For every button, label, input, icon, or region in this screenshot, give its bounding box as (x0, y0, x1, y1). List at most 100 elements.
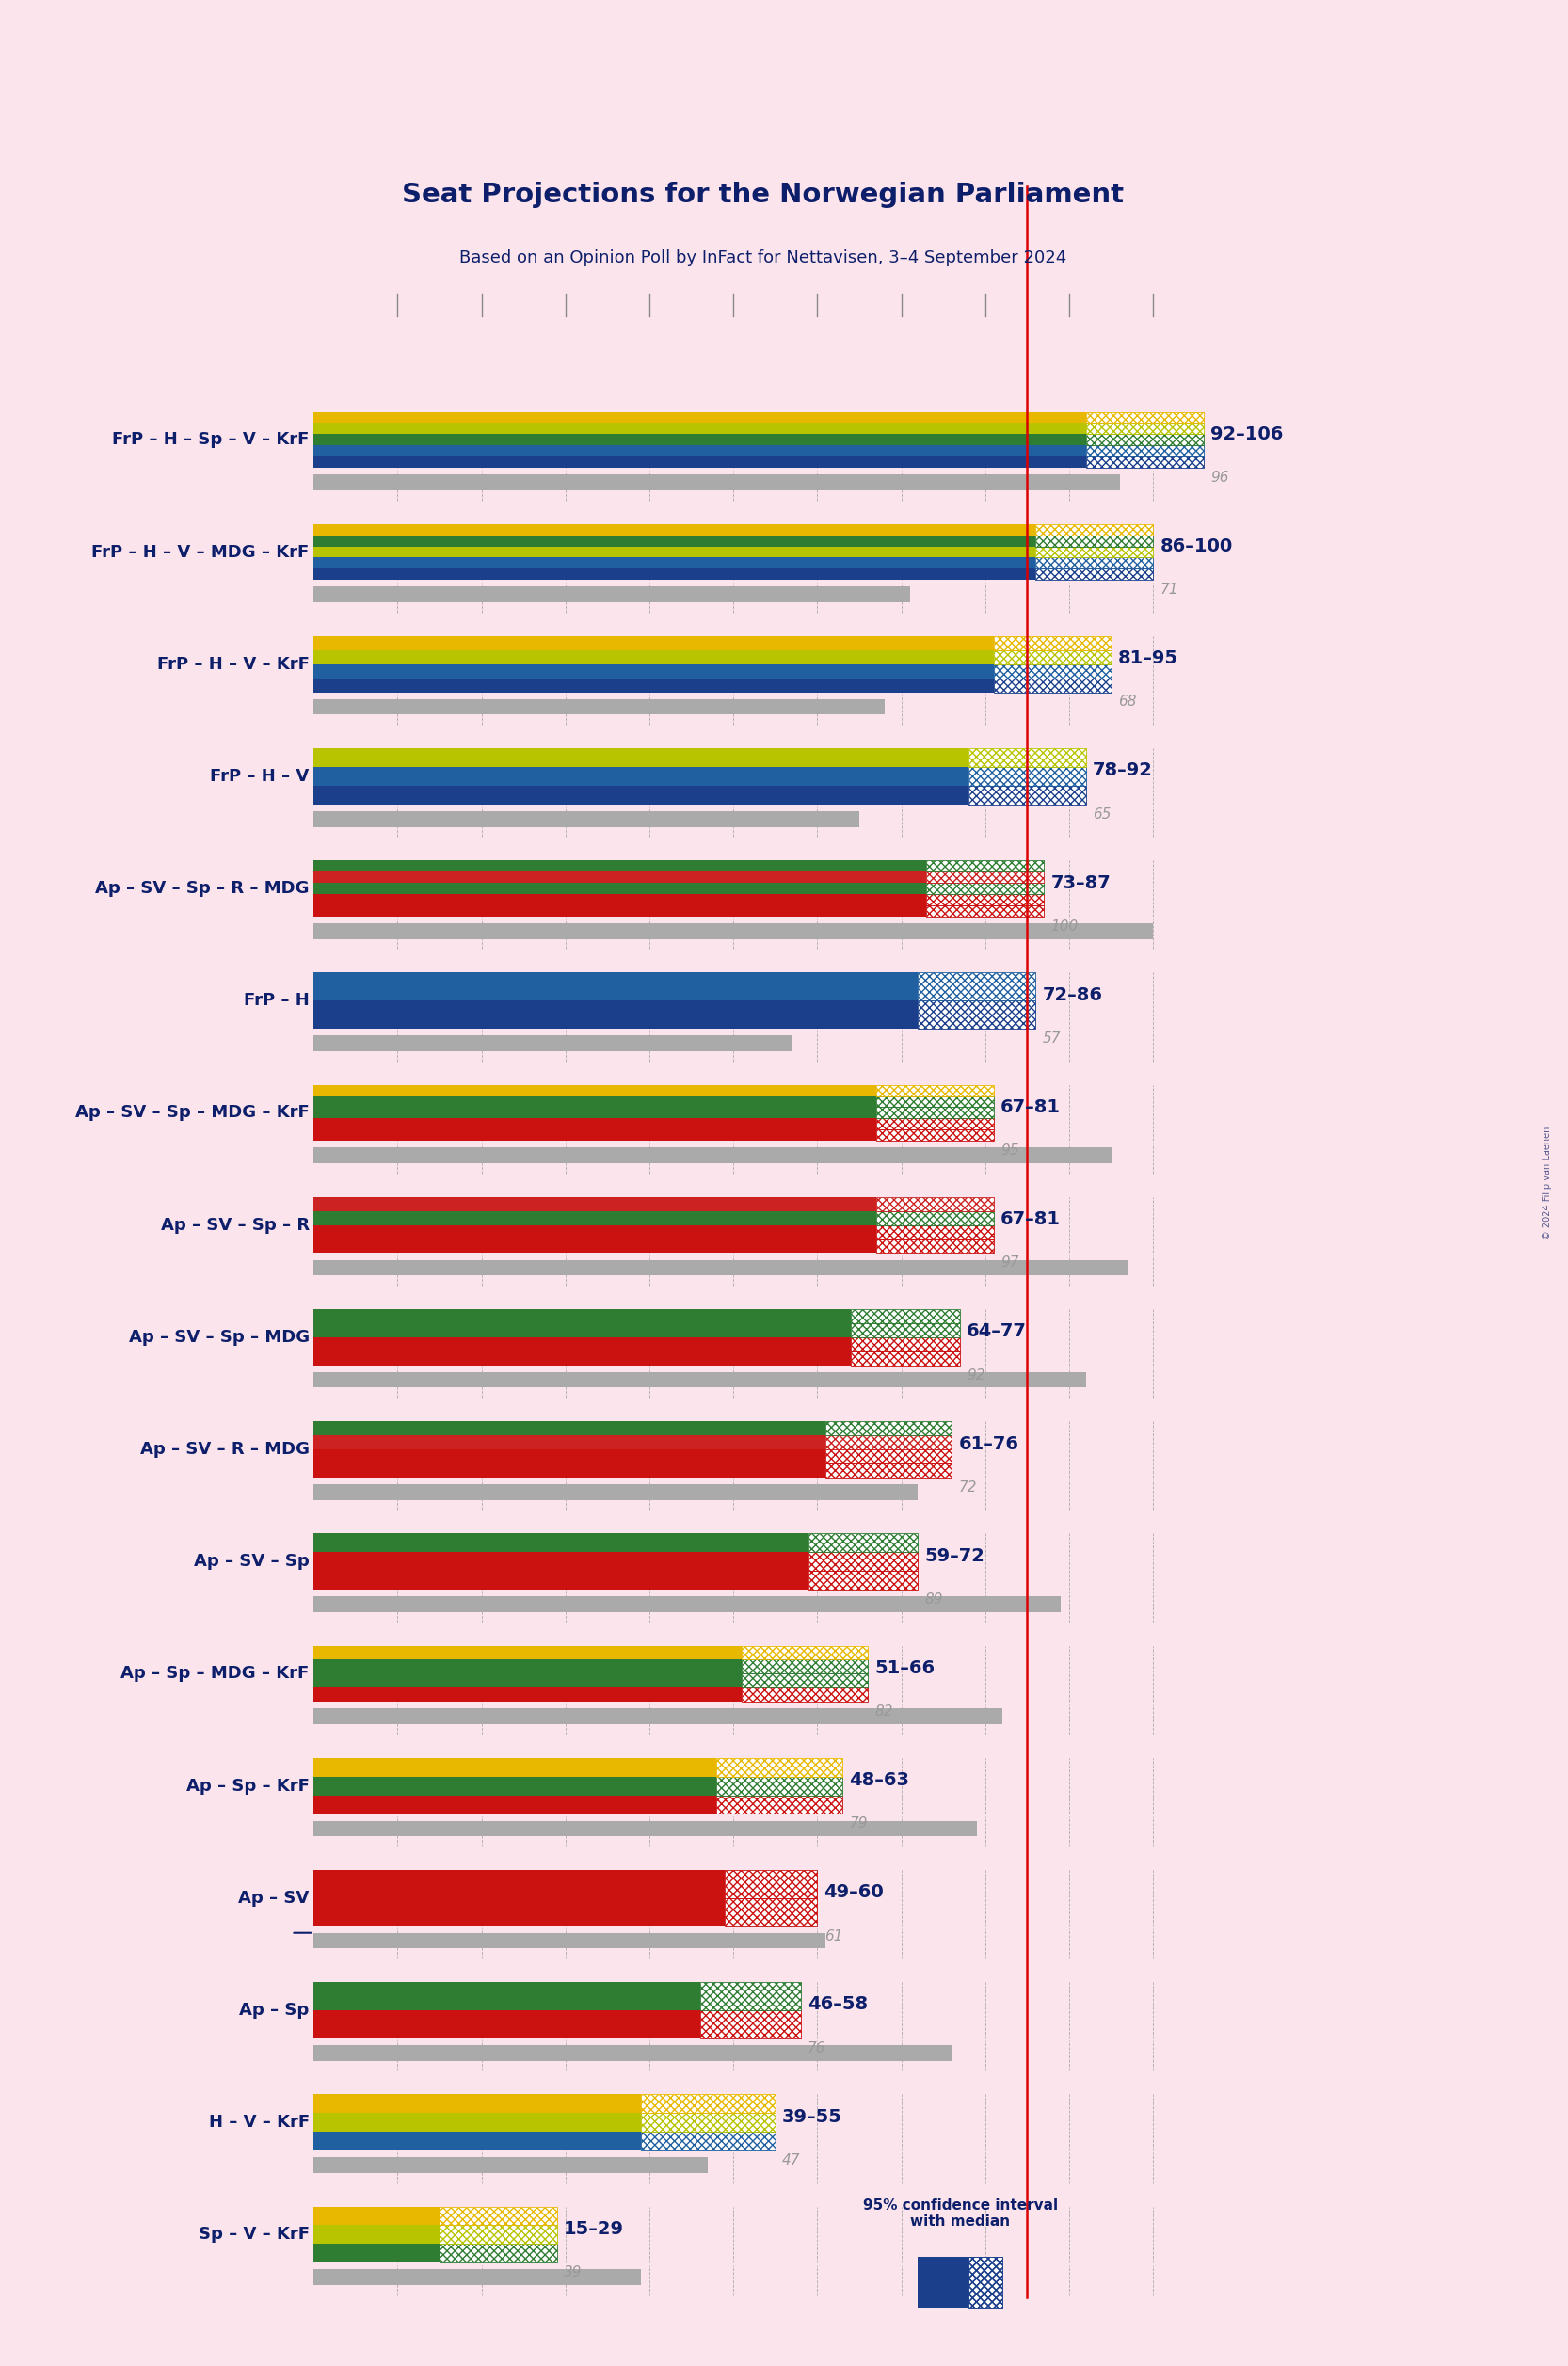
Bar (314, 1001, 919, 1029)
Bar (314, 1259, 1127, 1275)
Bar (314, 812, 859, 826)
Bar (699, 2011, 801, 2037)
Bar (877, 1084, 994, 1095)
Text: FrP – H – V: FrP – H – V (210, 769, 309, 786)
Bar (742, 1687, 867, 1701)
Text: Ap – SV – Sp – MDG: Ap – SV – Sp – MDG (129, 1330, 309, 1346)
Bar (851, 1351, 960, 1365)
Bar (742, 1659, 867, 1673)
Bar (641, 2132, 775, 2151)
Bar (1035, 535, 1152, 547)
Bar (641, 2132, 775, 2151)
Text: H – V – KrF: H – V – KrF (209, 2113, 309, 2132)
Bar (877, 1129, 994, 1140)
Bar (809, 1571, 919, 1590)
Bar (927, 871, 1044, 883)
Bar (742, 1673, 867, 1687)
Bar (969, 767, 1087, 786)
Bar (314, 1533, 809, 1552)
Text: 71: 71 (1160, 582, 1178, 596)
Bar (851, 1308, 960, 1365)
Text: 65: 65 (1093, 807, 1112, 821)
Bar (809, 1533, 919, 1552)
Bar (314, 883, 927, 894)
Bar (877, 1240, 994, 1254)
Bar (314, 547, 1035, 558)
Bar (927, 894, 1044, 906)
Bar (994, 636, 1112, 651)
Text: 76: 76 (808, 2042, 826, 2056)
Bar (994, 651, 1112, 665)
Bar (314, 1822, 977, 1836)
Bar (969, 748, 1087, 767)
Text: Ap – SV – Sp: Ap – SV – Sp (194, 1552, 309, 1571)
Bar (314, 2113, 641, 2132)
Bar (994, 665, 1112, 679)
Bar (314, 2269, 641, 2286)
Bar (439, 2207, 557, 2262)
Bar (809, 1552, 919, 1571)
Bar (314, 636, 994, 651)
Text: Ap – Sp – MDG – KrF: Ap – Sp – MDG – KrF (121, 1666, 309, 1682)
Text: 61: 61 (825, 1928, 842, 1942)
Bar (314, 1552, 809, 1571)
Bar (1087, 424, 1204, 435)
Bar (826, 1436, 952, 1450)
Bar (314, 1211, 877, 1226)
Bar (877, 1211, 994, 1226)
Bar (927, 906, 1044, 916)
Bar (709, 2158, 1254, 2172)
Bar (877, 1107, 994, 1119)
Bar (1087, 457, 1204, 468)
Text: 15–29: 15–29 (564, 2219, 624, 2238)
Bar (314, 1337, 851, 1351)
Bar (717, 1758, 842, 1777)
Bar (1087, 435, 1204, 445)
Bar (699, 1983, 801, 2011)
Bar (919, 2340, 1002, 2364)
Bar (969, 767, 1087, 786)
Bar (877, 1107, 994, 1119)
Bar (877, 1197, 994, 1254)
Bar (314, 435, 1087, 445)
Bar (927, 871, 1044, 883)
Bar (314, 1659, 742, 1673)
Bar (919, 2257, 1002, 2307)
Bar (641, 2094, 775, 2151)
Bar (969, 748, 1087, 767)
Bar (1035, 547, 1152, 558)
Bar (1120, 476, 1254, 490)
Bar (851, 1308, 960, 1323)
Bar (439, 2207, 557, 2224)
Bar (314, 1372, 1087, 1389)
Bar (314, 1148, 1112, 1164)
Bar (314, 1758, 717, 1777)
Bar (314, 1933, 826, 1950)
Bar (724, 1869, 817, 1926)
Bar (1035, 523, 1152, 580)
Bar (1035, 568, 1152, 580)
Bar (1035, 568, 1152, 580)
Bar (977, 1822, 1254, 1836)
Bar (314, 523, 1035, 535)
Bar (742, 1647, 867, 1659)
Bar (994, 636, 1112, 651)
Bar (641, 2269, 1254, 2286)
Bar (809, 1533, 919, 1552)
Bar (909, 587, 1254, 603)
Bar (859, 812, 1254, 826)
Text: FrP – H – V – KrF: FrP – H – V – KrF (157, 655, 309, 672)
Bar (877, 1226, 994, 1240)
Bar (809, 1571, 919, 1590)
Bar (724, 1869, 817, 1898)
Bar (314, 1107, 877, 1119)
Bar (809, 1552, 919, 1571)
Bar (994, 679, 1112, 693)
Bar (851, 1323, 960, 1337)
Bar (314, 1240, 877, 1254)
Bar (1035, 558, 1152, 568)
Bar (314, 906, 927, 916)
Bar (826, 1465, 952, 1476)
Bar (877, 1240, 994, 1254)
Text: Ap – Sp – KrF: Ap – Sp – KrF (187, 1777, 309, 1793)
